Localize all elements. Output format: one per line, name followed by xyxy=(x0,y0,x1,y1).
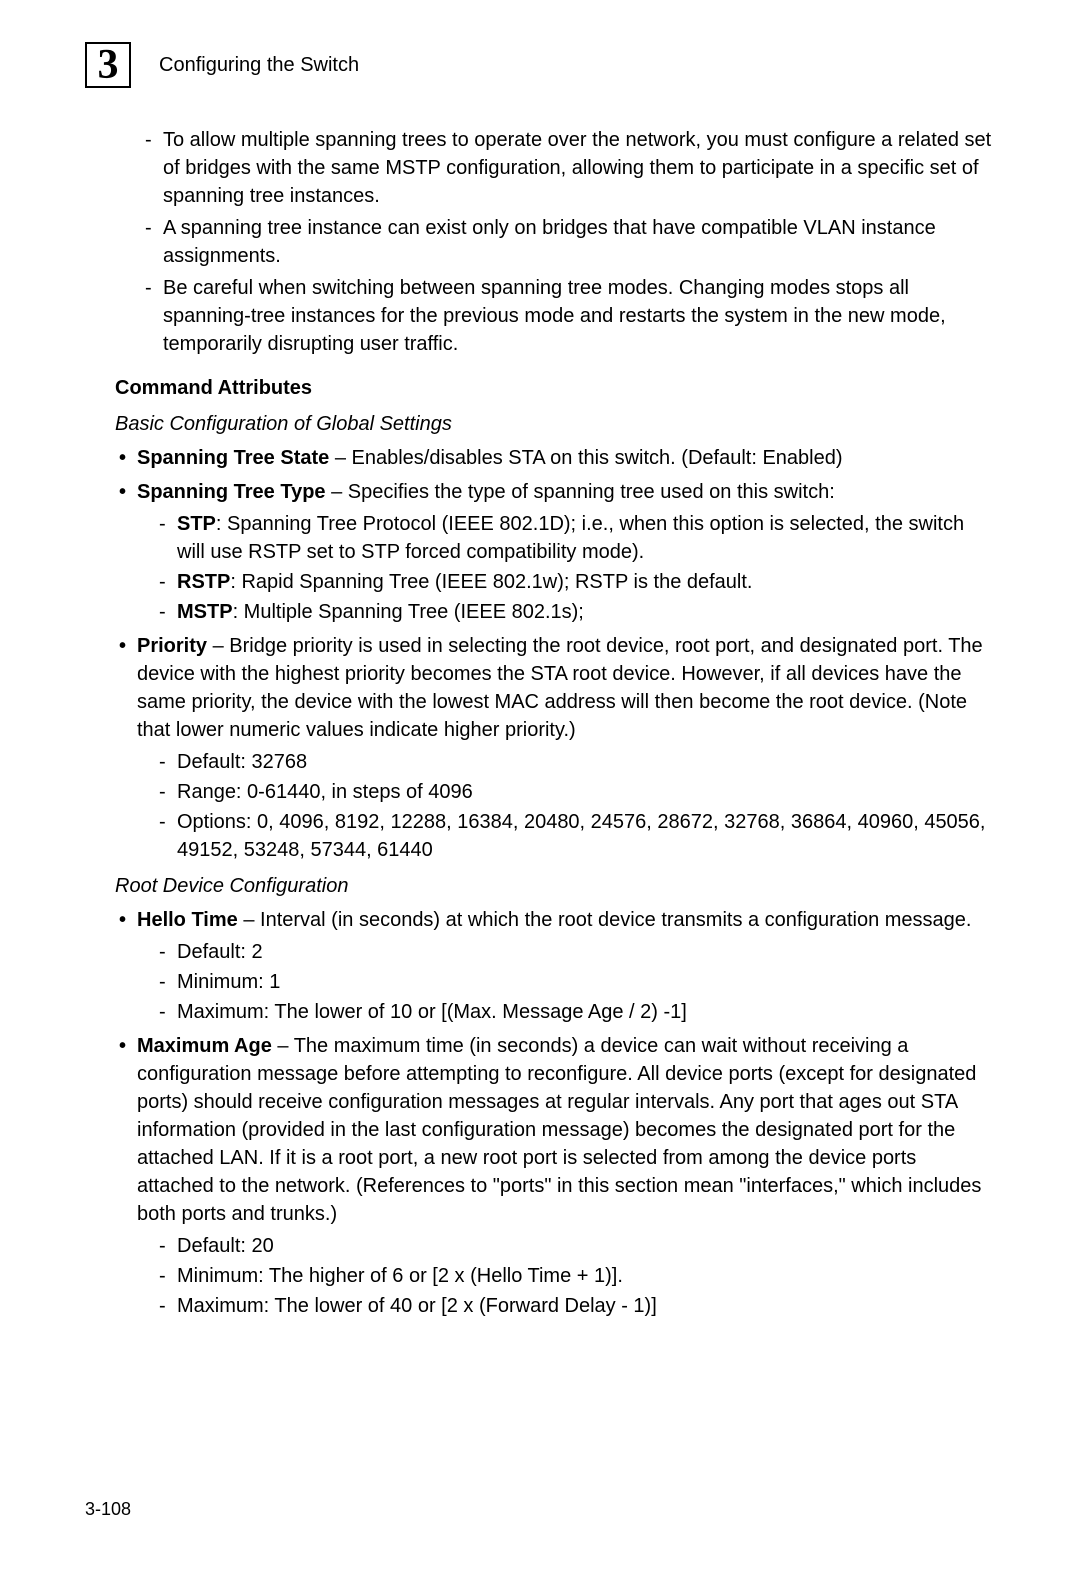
priority-text: – Bridge priority is used in selecting t… xyxy=(137,635,983,741)
page-number: 3-108 xyxy=(85,1499,131,1520)
rstp-label: RSTP xyxy=(177,571,230,593)
hello-text: – Interval (in seconds) at which the roo… xyxy=(238,909,972,931)
priority-details: Default: 32768 Range: 0-61440, in steps … xyxy=(137,748,995,864)
maxage-label: Maximum Age xyxy=(137,1035,272,1057)
maxage-max: Maximum: The lower of 40 or [2 x (Forwar… xyxy=(159,1292,995,1320)
hello-default: Default: 2 xyxy=(159,938,995,966)
stp-text: : Spanning Tree Protocol (IEEE 802.1D); … xyxy=(177,513,964,563)
chapter-title: Configuring the Switch xyxy=(159,54,359,77)
rstp-option: RSTP: Rapid Spanning Tree (IEEE 802.1w);… xyxy=(159,568,995,596)
hello-max: Maximum: The lower of 10 or [(Max. Messa… xyxy=(159,998,995,1026)
command-attributes-heading: Command Attributes xyxy=(115,374,995,402)
attributes-list: Spanning Tree State – Enables/disables S… xyxy=(115,444,995,864)
stp-label: STP xyxy=(177,513,216,535)
hello-label: Hello Time xyxy=(137,909,238,931)
rstp-text: : Rapid Spanning Tree (IEEE 802.1w); RST… xyxy=(230,571,752,593)
mstp-label: MSTP xyxy=(177,601,233,623)
basic-config-heading: Basic Configuration of Global Settings xyxy=(115,410,995,438)
state-label: Spanning Tree State xyxy=(137,447,329,469)
mstp-text: : Multiple Spanning Tree (IEEE 802.1s); xyxy=(233,601,584,623)
intro-note: Be careful when switching between spanni… xyxy=(145,274,995,358)
maxage-min: Minimum: The higher of 6 or [2 x (Hello … xyxy=(159,1262,995,1290)
stp-option: STP: Spanning Tree Protocol (IEEE 802.1D… xyxy=(159,510,995,566)
max-age-item: Maximum Age – The maximum time (in secon… xyxy=(115,1032,995,1320)
type-label: Spanning Tree Type xyxy=(137,481,326,503)
priority-default: Default: 32768 xyxy=(159,748,995,776)
spanning-tree-state-item: Spanning Tree State – Enables/disables S… xyxy=(115,444,995,472)
priority-options: Options: 0, 4096, 8192, 12288, 16384, 20… xyxy=(159,808,995,864)
hello-min: Minimum: 1 xyxy=(159,968,995,996)
priority-item: Priority – Bridge priority is used in se… xyxy=(115,632,995,864)
intro-notes-list: To allow multiple spanning trees to oper… xyxy=(115,126,995,358)
maxage-text: – The maximum time (in seconds) a device… xyxy=(137,1035,981,1225)
maxage-details: Default: 20 Minimum: The higher of 6 or … xyxy=(137,1232,995,1320)
intro-note: A spanning tree instance can exist only … xyxy=(145,214,995,270)
intro-note: To allow multiple spanning trees to oper… xyxy=(145,126,995,210)
priority-label: Priority xyxy=(137,635,207,657)
type-text: – Specifies the type of spanning tree us… xyxy=(326,481,835,503)
maxage-default: Default: 20 xyxy=(159,1232,995,1260)
priority-range: Range: 0-61440, in steps of 4096 xyxy=(159,778,995,806)
hello-details: Default: 2 Minimum: 1 Maximum: The lower… xyxy=(137,938,995,1026)
root-config-heading: Root Device Configuration xyxy=(115,872,995,900)
chapter-number-box: 3 xyxy=(85,42,131,88)
hello-time-item: Hello Time – Interval (in seconds) at wh… xyxy=(115,906,995,1026)
page-content: To allow multiple spanning trees to oper… xyxy=(85,126,995,1320)
type-options: STP: Spanning Tree Protocol (IEEE 802.1D… xyxy=(137,510,995,626)
chapter-number: 3 xyxy=(98,41,119,89)
page-header: 3 Configuring the Switch xyxy=(85,42,995,88)
spanning-tree-type-item: Spanning Tree Type – Specifies the type … xyxy=(115,478,995,626)
mstp-option: MSTP: Multiple Spanning Tree (IEEE 802.1… xyxy=(159,598,995,626)
root-attributes-list: Hello Time – Interval (in seconds) at wh… xyxy=(115,906,995,1320)
state-text: – Enables/disables STA on this switch. (… xyxy=(329,447,842,469)
